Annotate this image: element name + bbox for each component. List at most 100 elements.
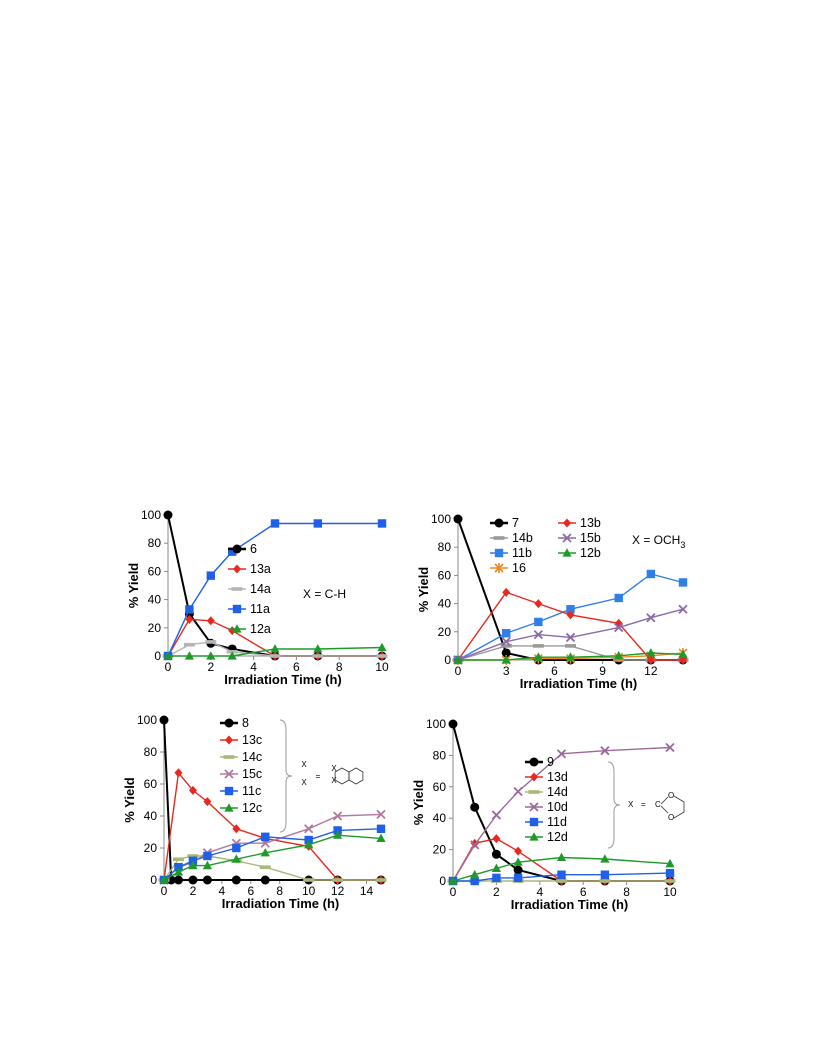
data-point-9 (491, 849, 501, 859)
legend-swatch-marker (231, 587, 243, 591)
series-13a (164, 614, 386, 661)
data-point-11c (203, 851, 212, 861)
data-point-13d (514, 846, 523, 856)
dioxolane-ring (660, 795, 685, 819)
data-point-8 (159, 715, 169, 725)
data-point-12a (313, 644, 323, 653)
x-axis-label: Irradiation Time (h) (520, 676, 638, 691)
data-point-14c (259, 865, 271, 869)
data-point-14b (500, 644, 512, 648)
legend-label: 15b (580, 531, 601, 545)
x-tick-label: 8 (623, 885, 630, 899)
legend-swatch-marker (494, 548, 504, 558)
data-point-12d (470, 869, 480, 879)
x-tick-label: 0 (450, 885, 457, 899)
data-point-7 (501, 648, 511, 658)
data-point-14c (303, 878, 315, 882)
brace (279, 719, 293, 833)
data-point-11c (261, 832, 270, 841)
y-tick-label: 100 (431, 512, 451, 526)
data-point-11c (333, 826, 342, 835)
legend-entry-12d: 12d (525, 830, 568, 844)
legend-swatch-marker (562, 548, 572, 557)
structure-atom-x: X (331, 764, 337, 773)
data-point-12a (227, 651, 237, 660)
legend-swatch-marker (224, 769, 234, 779)
y-tick-label: 80 (148, 536, 162, 550)
x-tick-label: 0 (161, 884, 168, 898)
legend-entry-13b: 13b (558, 516, 601, 530)
legend-entry-12b: 12b (558, 546, 601, 560)
y-tick-label: 100 (426, 717, 446, 731)
y-tick-label: 60 (144, 777, 158, 791)
data-point-8 (188, 875, 198, 885)
data-point-10d (600, 746, 610, 756)
y-tick-label: 40 (433, 811, 447, 825)
legend-entry-13a: 13a (228, 562, 271, 576)
y-tick-label: 40 (144, 809, 158, 823)
legend-label: 16 (512, 561, 526, 575)
y-tick-label: 40 (148, 593, 162, 607)
x-tick-label: 12 (644, 664, 658, 678)
legend-entry-6: 6 (228, 542, 257, 556)
structure-drawing: XX=XX (301, 760, 364, 787)
y-tick-label: 60 (148, 564, 162, 578)
data-point-13b (502, 587, 511, 597)
x-tick-label: 2 (493, 885, 500, 899)
data-point-15c (332, 811, 343, 821)
data-point-11b (614, 593, 623, 603)
x-tick-label: 6 (247, 884, 254, 898)
data-point-11a (270, 519, 280, 528)
data-point-14b (565, 644, 576, 648)
data-point-13c (232, 824, 241, 834)
y-tick-label: 20 (144, 841, 158, 855)
legend-entry-8: 8 (220, 716, 249, 730)
data-point-11d (665, 868, 675, 878)
legend-swatch-marker (562, 533, 572, 543)
data-point-11d (557, 870, 566, 879)
legend-label: 13c (242, 733, 262, 747)
data-point-14d (599, 879, 611, 883)
data-point-11d (513, 873, 523, 883)
data-point-12b (678, 649, 688, 658)
x-tick-label: 2 (190, 884, 197, 898)
data-point-13d (492, 834, 501, 844)
data-point-11b (534, 617, 543, 627)
legend-swatch-marker (224, 786, 234, 796)
legend-entry-10d: 10d (525, 800, 568, 814)
data-point-12d (556, 852, 567, 862)
y-tick-label: 80 (438, 540, 452, 554)
data-point-12c (333, 830, 343, 839)
legend-label: 11d (547, 815, 567, 829)
legend-label: 11c (242, 784, 261, 798)
data-point-10d (513, 786, 523, 797)
data-point-12c (304, 840, 314, 849)
legend-swatch-marker (232, 624, 242, 633)
x-tick-label: 0 (455, 664, 462, 678)
y-tick-label: 0 (444, 653, 451, 667)
legend-label: 12a (250, 622, 271, 636)
y-tick-label: 80 (144, 745, 158, 759)
data-point-12b (501, 655, 511, 664)
data-point-15c (376, 809, 386, 820)
data-point-15b (501, 637, 511, 647)
legend-entry-11c: 11c (220, 784, 261, 798)
data-point-9 (470, 802, 480, 812)
data-point-11c (304, 835, 313, 845)
legend-label: 10d (547, 800, 568, 814)
legend-entry-16: 16 (490, 561, 526, 575)
chart-panel-b: 0 20 40 60 80 100 0 3 6 9 12 Irradiation Time (h) % … (416, 512, 689, 691)
data-point-11a (206, 571, 215, 580)
data-point-11b (678, 578, 688, 587)
x-tick-label: 3 (503, 664, 510, 678)
y-tick-label: 60 (438, 568, 452, 582)
data-point-11b (566, 605, 575, 614)
legend-entry-11a: 11a (228, 602, 270, 616)
structure-atom-x: X (628, 800, 634, 809)
data-point-9 (513, 865, 523, 875)
data-point-14a (376, 654, 388, 658)
data-point-14a (205, 640, 217, 644)
data-point-12b (614, 650, 624, 660)
legend-swatch-marker (225, 735, 233, 745)
